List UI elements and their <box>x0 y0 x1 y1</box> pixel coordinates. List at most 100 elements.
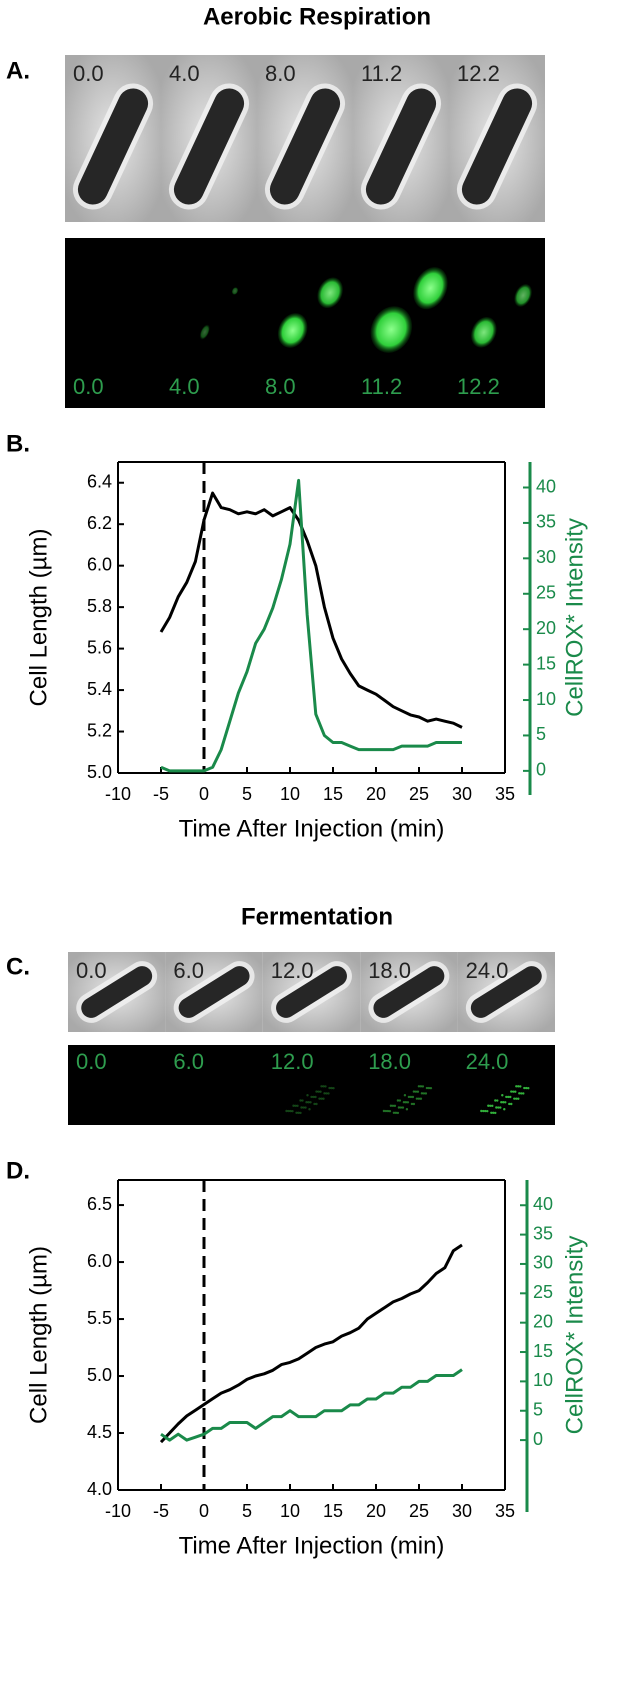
fluor-signal <box>504 1101 507 1104</box>
x-axis-title: Time After Injection (min) <box>179 1532 445 1559</box>
fluor-signal <box>509 1095 512 1099</box>
fluor-signal <box>393 1104 397 1108</box>
fluor-signal <box>399 1106 403 1109</box>
fluor-signal <box>416 1090 420 1093</box>
y2-tick-label: 25 <box>533 1282 553 1302</box>
panel-label: B. <box>6 430 30 457</box>
fluor-signal <box>309 1101 312 1104</box>
cell <box>173 88 245 205</box>
time-label: 12.2 <box>457 61 500 86</box>
fluor-signal <box>330 1086 333 1090</box>
fluor-signal <box>492 1111 495 1115</box>
fluor-signal <box>415 1097 419 1100</box>
fluor-signal <box>299 1099 302 1102</box>
fluor-signal <box>527 1086 530 1090</box>
fluor-signal <box>421 1085 425 1088</box>
time-label: 24.0 <box>466 958 509 983</box>
y2-tick-label: 40 <box>536 476 556 496</box>
y2-tick-label: 5 <box>533 1399 543 1419</box>
y-tick-label: 5.6 <box>87 637 112 657</box>
y-tick-label: 6.5 <box>87 1194 112 1214</box>
data-line <box>159 491 463 729</box>
fluor-signal <box>499 1106 502 1109</box>
fluor-signal <box>412 1102 416 1106</box>
fluor-signal <box>314 1095 317 1099</box>
fluor-signal <box>305 1101 308 1104</box>
fluor-signal <box>419 1085 423 1088</box>
y-axis-title: Cell Length (µm) <box>25 1246 52 1424</box>
fluor-signal <box>318 1097 321 1100</box>
fluor-signal <box>490 1111 493 1115</box>
fluor-signal <box>294 1104 297 1108</box>
y-tick-label: 6.2 <box>87 513 112 533</box>
fluor-strip <box>68 1045 555 1125</box>
fluor-signal <box>420 1092 424 1095</box>
fluor-signal <box>517 1085 520 1088</box>
y-tick-label: 5.4 <box>87 679 112 699</box>
x-tick-label: 35 <box>495 784 515 804</box>
fluor-signal <box>497 1106 500 1109</box>
x-tick-label: -5 <box>153 784 169 804</box>
fluor-signal <box>494 1111 497 1115</box>
fluor-signal <box>300 1106 303 1109</box>
time-label: 24.0 <box>466 1049 509 1074</box>
x-tick-label: -10 <box>105 1501 131 1521</box>
fluor-signal <box>401 1106 405 1109</box>
x-tick-label: -5 <box>153 1501 169 1521</box>
fluor-signal <box>307 1101 310 1104</box>
fluor-signal <box>409 1095 413 1099</box>
fluor-signal <box>496 1099 499 1102</box>
fluor-signal <box>514 1090 517 1093</box>
fluor-signal <box>296 1104 299 1108</box>
fluor-signal <box>285 1109 288 1113</box>
fluor-signal <box>310 1095 313 1099</box>
fluor-signal <box>328 1086 331 1090</box>
fluor-signal <box>297 1111 300 1115</box>
time-label: 11.2 <box>361 61 402 86</box>
fluor-signal <box>406 1101 410 1104</box>
x-tick-label: 35 <box>495 1501 515 1521</box>
y2-tick-label: 20 <box>533 1311 553 1331</box>
panel-label: D. <box>6 1157 30 1184</box>
time-label: 0.0 <box>73 61 104 86</box>
fluor-signal <box>397 1106 401 1109</box>
x-tick-label: 0 <box>199 784 209 804</box>
time-label: 12.0 <box>271 958 314 983</box>
fluor-signal <box>304 1106 307 1109</box>
cell <box>470 966 542 1018</box>
time-label: 18.0 <box>368 1049 411 1074</box>
time-label: 6.0 <box>173 958 204 983</box>
y2-tick-label: 15 <box>533 1341 553 1361</box>
data-line <box>160 478 462 773</box>
cell <box>178 966 250 1018</box>
y2-tick-label: 15 <box>536 653 556 673</box>
fluor-signal <box>482 1109 485 1113</box>
cell <box>373 966 445 1018</box>
fluor-signal <box>315 1102 318 1106</box>
fluor-signal <box>302 1106 305 1109</box>
cell <box>269 88 341 205</box>
x-tick-label: 30 <box>452 784 472 804</box>
fluor-signal <box>405 1108 409 1111</box>
fluor-signal <box>391 1104 395 1108</box>
time-label: 12.0 <box>271 1049 314 1074</box>
fluor-signal <box>424 1092 428 1095</box>
fluor-signal <box>306 1094 309 1097</box>
section-title: Aerobic Respiration <box>203 3 431 30</box>
fluor-signal <box>522 1092 525 1095</box>
fluor-signal <box>518 1092 521 1095</box>
y2-tick-label: 30 <box>533 1253 553 1273</box>
fluor-signal <box>411 1095 415 1099</box>
fluor-signal <box>515 1085 518 1088</box>
panel-label: A. <box>6 57 30 84</box>
y-axis-title: Cell Length (µm) <box>25 529 52 707</box>
fluor-signal <box>512 1090 515 1093</box>
time-label: 4.0 <box>169 374 200 399</box>
y2-tick-label: 5 <box>536 724 546 744</box>
y2-axis-title: CellROX* Intensity <box>561 518 588 717</box>
x-tick-label: 10 <box>280 784 300 804</box>
y2-tick-label: 35 <box>533 1223 553 1243</box>
fluor-signal <box>414 1090 418 1093</box>
y-tick-label: 5.8 <box>87 596 112 616</box>
